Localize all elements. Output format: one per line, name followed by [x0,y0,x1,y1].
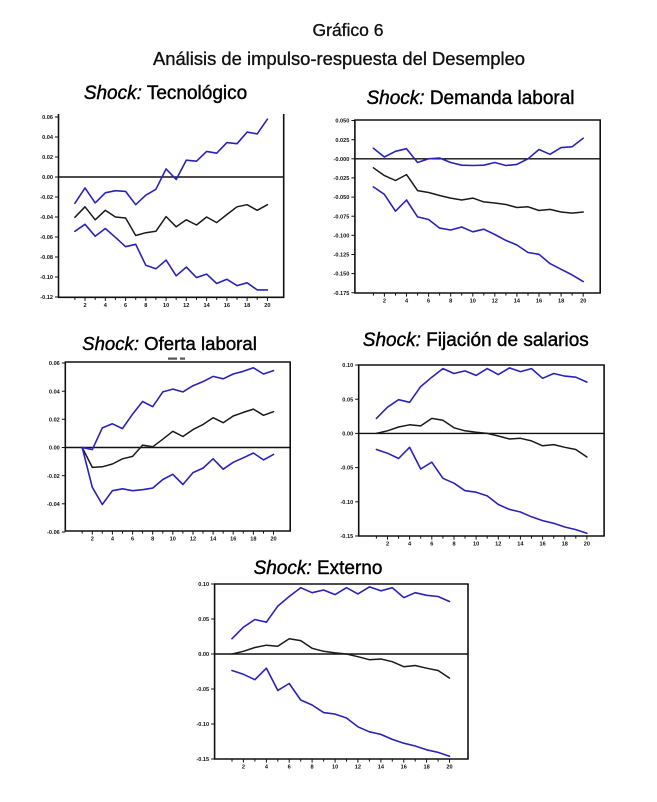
svg-text:6: 6 [131,537,134,543]
svg-text:-0.15: -0.15 [196,757,209,763]
svg-text:0.00: 0.00 [42,175,53,181]
svg-text:2: 2 [83,303,86,309]
svg-text:4: 4 [408,542,412,548]
svg-text:6: 6 [430,542,433,548]
svg-text:-0.025: -0.025 [334,176,350,182]
svg-text:-0.06: -0.06 [47,530,60,536]
svg-text:2: 2 [383,299,386,305]
svg-text:0.00: 0.00 [49,446,60,452]
svg-text:-0.05: -0.05 [340,466,353,472]
svg-text:0.02: 0.02 [49,417,60,423]
svg-text:0.00: 0.00 [342,432,353,438]
svg-text:-0.15: -0.15 [340,534,353,540]
svg-text:-0.175: -0.175 [334,291,350,297]
svg-text:8: 8 [452,542,455,548]
svg-text:14: 14 [514,299,521,305]
svg-text:20: 20 [446,765,452,771]
svg-text:8: 8 [144,303,147,309]
svg-text:-0.04: -0.04 [40,215,54,221]
svg-text:0.10: 0.10 [342,363,353,369]
svg-text:0.04: 0.04 [49,389,61,395]
svg-text:14: 14 [517,542,524,548]
svg-text:-0.100: -0.100 [334,233,350,239]
svg-text:10: 10 [470,299,476,305]
svg-text:-0.125: -0.125 [334,253,350,259]
svg-text:-0.06: -0.06 [40,235,53,241]
svg-text:10: 10 [332,765,338,771]
svg-text:-0.04: -0.04 [47,502,61,508]
svg-text:0.05: 0.05 [342,397,353,403]
svg-text:18: 18 [562,542,568,548]
svg-text:0.05: 0.05 [198,617,209,623]
svg-text:-0.08: -0.08 [40,255,53,261]
svg-text:20: 20 [584,542,590,548]
svg-text:20: 20 [270,537,276,543]
svg-text:12: 12 [183,303,189,309]
svg-text:0.025: 0.025 [335,138,349,144]
svg-text:6: 6 [288,765,291,771]
svg-text:-0.10: -0.10 [340,500,353,506]
svg-text:4: 4 [265,765,269,771]
svg-text:8: 8 [311,765,314,771]
svg-text:8: 8 [449,299,452,305]
svg-text:-0.02: -0.02 [40,195,53,201]
svg-text:16: 16 [224,303,230,309]
svg-text:6: 6 [427,299,430,305]
svg-text:-0.02: -0.02 [47,474,60,480]
svg-text:14: 14 [210,537,217,543]
svg-text:-0.150: -0.150 [334,272,350,278]
svg-text:18: 18 [250,537,256,543]
svg-text:-0.05: -0.05 [196,687,209,693]
svg-text:16: 16 [401,765,407,771]
svg-text:16: 16 [536,299,542,305]
svg-text:10: 10 [163,303,169,309]
svg-text:-0.10: -0.10 [40,275,53,281]
svg-text:12: 12 [355,765,361,771]
svg-text:-0.050: -0.050 [334,195,350,201]
svg-text:20: 20 [264,303,270,309]
svg-text:18: 18 [423,765,429,771]
svg-text:4: 4 [405,299,409,305]
svg-text:-0.12: -0.12 [40,295,53,301]
svg-text:16: 16 [230,537,236,543]
svg-text:2: 2 [242,765,245,771]
svg-text:0.06: 0.06 [49,361,60,367]
svg-text:4: 4 [104,303,108,309]
svg-text:8: 8 [151,537,154,543]
svg-text:-0.000: -0.000 [334,157,350,163]
svg-text:12: 12 [495,542,501,548]
svg-text:0.00: 0.00 [198,652,209,658]
svg-text:0.06: 0.06 [42,115,53,121]
svg-text:10: 10 [473,542,479,548]
svg-text:16: 16 [539,542,545,548]
svg-text:18: 18 [558,299,564,305]
svg-text:12: 12 [492,299,498,305]
svg-text:12: 12 [190,537,196,543]
svg-text:2: 2 [91,537,94,543]
svg-text:4: 4 [111,537,115,543]
svg-text:0.10: 0.10 [198,582,209,588]
svg-text:14: 14 [203,303,210,309]
svg-text:-0.075: -0.075 [334,214,350,220]
svg-text:18: 18 [244,303,250,309]
svg-text:0.04: 0.04 [42,135,54,141]
svg-text:20: 20 [580,299,586,305]
svg-text:14: 14 [378,765,385,771]
svg-text:2: 2 [386,542,389,548]
svg-text:0.050: 0.050 [335,119,349,125]
svg-text:-0.10: -0.10 [196,722,209,728]
svg-text:0.02: 0.02 [42,155,53,161]
svg-text:10: 10 [170,537,176,543]
svg-text:6: 6 [124,303,127,309]
